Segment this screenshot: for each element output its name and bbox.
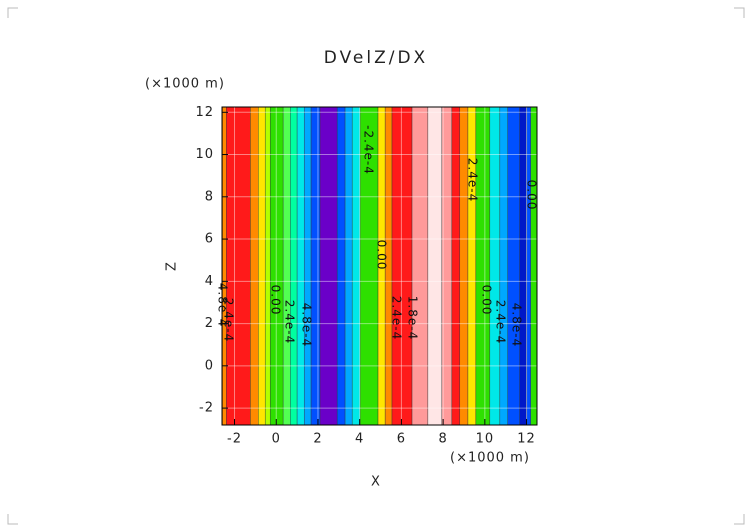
contour-label: 4.8e-4 <box>510 303 524 347</box>
y-tick-label: -2 <box>199 401 214 416</box>
contour-label: 2.4e-4 <box>390 296 404 340</box>
x-tick-label: 0 <box>272 432 281 447</box>
x-tick-label: -2 <box>227 432 242 447</box>
contour-label: 2.4e-4 <box>466 158 480 202</box>
contour-label: 0.00 <box>269 285 283 316</box>
corner-marks <box>7 7 745 525</box>
x-tick-label: 12 <box>517 432 536 447</box>
x-unit: (×1000 m) <box>450 451 530 466</box>
contour-label: 2.4e-4 <box>222 298 236 342</box>
contour-label: 2.4e-4 <box>494 300 508 344</box>
contour-labels: -2.4e-4 2.4e-4 0.00 0.00 4.8e-4 0.00 2.4… <box>216 125 539 347</box>
plot-frame <box>221 106 538 426</box>
y-tick-label: 10 <box>195 147 214 162</box>
x-tick-label: 6 <box>397 432 406 447</box>
y-axis-label: Z <box>165 261 180 271</box>
contour-label: 0.00 <box>525 180 539 211</box>
y-unit: (×1000 m) <box>145 77 225 92</box>
y-tick-label: 0 <box>205 358 214 373</box>
contour-label: 0.00 <box>375 240 389 271</box>
contour-label: 1.8e-4 <box>406 296 420 340</box>
contour-label: 0.00 <box>480 285 494 316</box>
contour-label: 2.4e-4 <box>283 300 297 344</box>
y-tick-label: 2 <box>205 316 214 331</box>
y-tick-label: 8 <box>205 189 214 204</box>
x-tick-label: 2 <box>313 432 322 447</box>
y-tick-label: 12 <box>195 105 214 120</box>
y-tick-label: 4 <box>205 274 214 289</box>
chart-title: DVelZ/DX <box>324 48 428 68</box>
contour-label: 4.8e-4 <box>300 303 314 347</box>
x-tick-label: 8 <box>438 432 447 447</box>
y-tick-label: 6 <box>205 232 214 247</box>
x-tick-label: 4 <box>355 432 364 447</box>
contour-label: 4.8e-4 <box>216 283 230 327</box>
x-tick-label: 10 <box>476 432 495 447</box>
x-axis-label: X <box>371 475 381 490</box>
contour-label: -2.4e-4 <box>362 125 376 175</box>
